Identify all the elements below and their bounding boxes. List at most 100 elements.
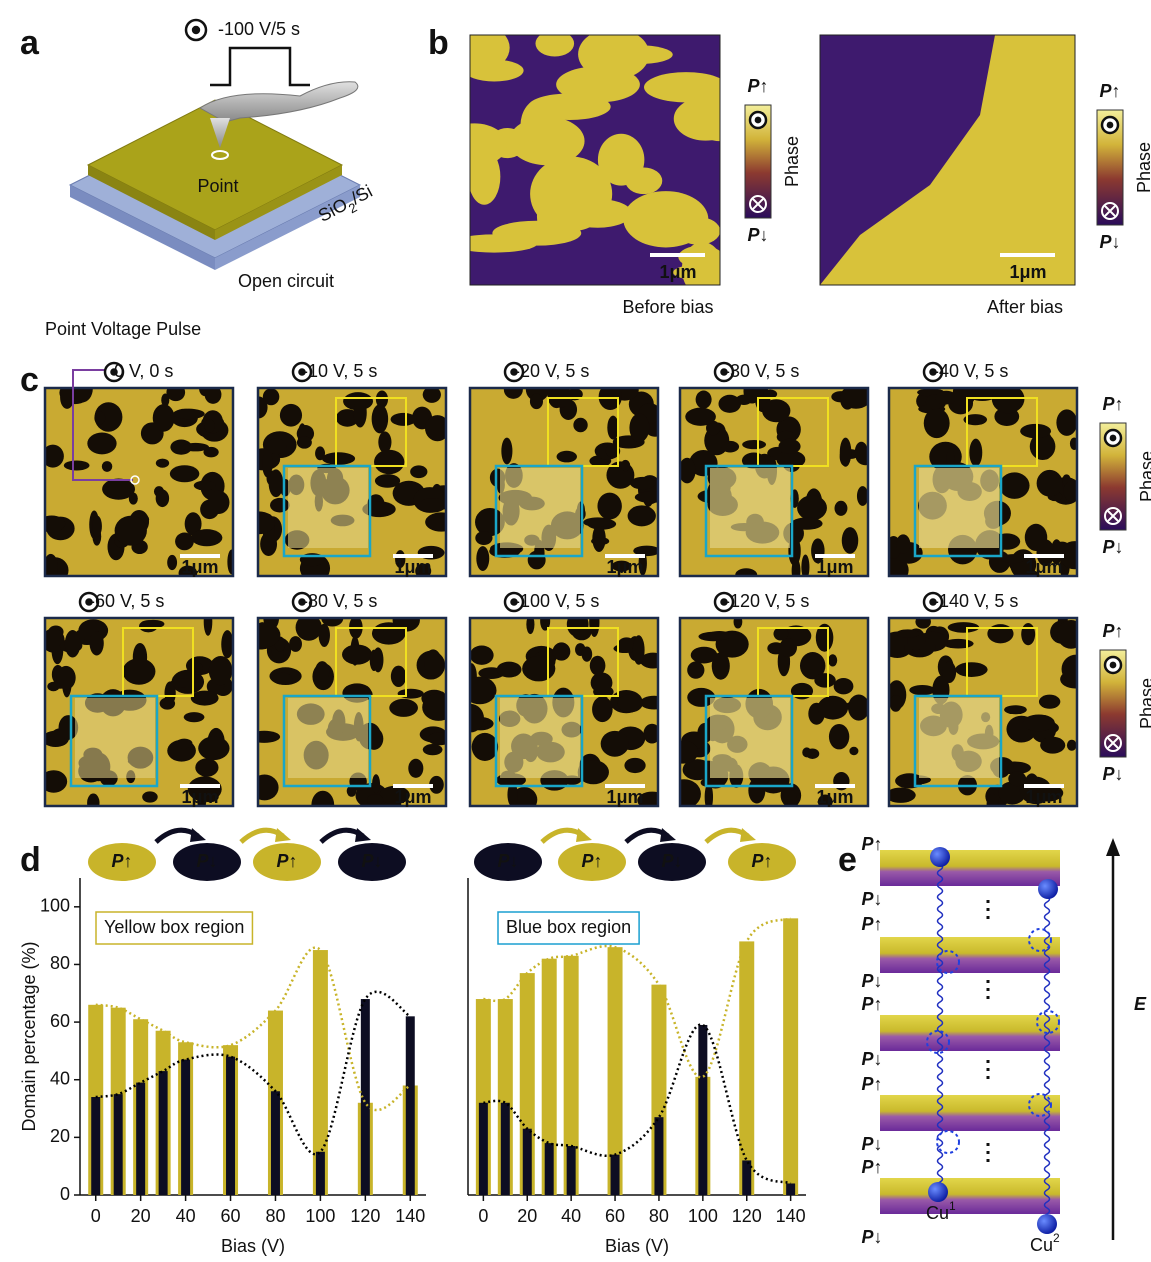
afm-domain [674,97,738,141]
colorbar-bottom: P↓ [747,225,768,245]
image-caption: After bias [987,297,1063,317]
afm-domain [792,558,801,582]
colorbar-bottom: P↓ [1102,537,1123,557]
state-down: P↓ [861,1049,882,1069]
afm-domain [742,440,766,449]
y-tick-label: 60 [50,1011,70,1031]
afm-domain [829,724,849,749]
afm-domain [472,733,498,761]
bar [654,1117,663,1195]
frame-label: -40 V, 5 s [933,361,1008,381]
afm-domain [668,740,698,763]
afm-domain [1037,470,1063,497]
state-arrowhead [660,828,676,842]
afm-domain [391,413,417,426]
afm-domain [267,438,287,454]
afm-domain [38,516,65,533]
cu2-label: Cu2 [1030,1231,1060,1255]
cu-ion [930,847,950,867]
afm-domain [573,418,587,433]
afm-domain [623,191,708,247]
afm-domain [687,661,704,678]
bar [545,1143,554,1195]
x-tick-label: 0 [478,1206,488,1226]
switched-region [500,698,580,778]
afm-domain [375,474,400,488]
switched-region [288,468,368,548]
x-tick-label: 20 [131,1206,151,1226]
afm-domain [718,395,741,413]
afm-domain [840,438,852,467]
scale-label: 1μm [394,557,431,577]
state-label: P↓ [196,851,217,871]
y-tick-label: 100 [40,896,70,916]
scale-label: 1μm [816,557,853,577]
state-up: P↑ [861,994,882,1014]
afm-domain [857,486,868,506]
state-arrowhead [740,828,756,842]
state-down: P↓ [861,971,882,991]
afm-map [470,377,667,576]
scale-label: 1μm [606,557,643,577]
state-label: P↑ [111,851,132,871]
x-tick-label: 40 [176,1206,196,1226]
afm-domain [1020,424,1051,438]
scale-label: 1μm [181,557,218,577]
afm-domain [848,694,869,720]
afm-domain [618,637,635,650]
afm-domain [156,490,169,508]
afm-domain [142,791,158,802]
afm-domain [530,393,543,409]
bar [786,1183,795,1195]
afm-domain [389,699,418,717]
bar [501,1103,510,1195]
ferroelectric-layer [880,1015,1060,1051]
bar [742,1160,751,1195]
afm-domain [204,419,214,432]
afm-domain [373,647,384,672]
x-tick-label: 100 [688,1206,718,1226]
afm-domain [640,696,669,710]
frame-label: -30 V, 5 s [724,361,799,381]
switched-region [75,698,155,778]
afm-domain [408,759,423,778]
scale-label: 1μm [606,787,643,807]
afm-domain [969,439,982,467]
afm-domain [410,465,427,478]
switched-region [288,698,368,778]
afm-domain [90,631,104,655]
afm-domain [597,493,621,520]
bar [136,1083,145,1195]
afm-domain [504,380,523,399]
afm-domain [465,60,524,82]
colorbar-top: P↑ [1099,81,1120,101]
afm-domain [590,656,606,676]
scale-label: 1μm [1025,557,1062,577]
afm-domain [342,644,372,664]
circuit-label: Open circuit [238,271,334,291]
switched-region [710,468,790,548]
afm-domain [470,645,494,664]
afm-domain [924,408,950,438]
afm-domain [935,391,957,405]
afm-domain [92,516,102,537]
afm-domain [374,450,404,475]
bar [271,1091,280,1195]
colorbar-bottom: P↓ [1099,232,1120,252]
colorbar-top: P↑ [1102,394,1123,414]
y-axis-title: Domain percentage (%) [19,941,39,1131]
afm-domain [424,649,441,675]
annotation: Yellow box region [104,917,244,937]
afm-domain [762,399,790,422]
bar [479,1103,488,1195]
afm-domain [842,527,859,554]
point-label: Point [197,176,238,196]
afm-domain [263,388,279,405]
afm-domain [156,459,169,468]
field-label: E [1134,994,1147,1014]
x-tick-label: 60 [221,1206,241,1226]
afm-domain [251,775,279,801]
afm-domain [890,695,902,712]
x-tick-label: 140 [395,1206,425,1226]
afm-domain [630,477,656,490]
